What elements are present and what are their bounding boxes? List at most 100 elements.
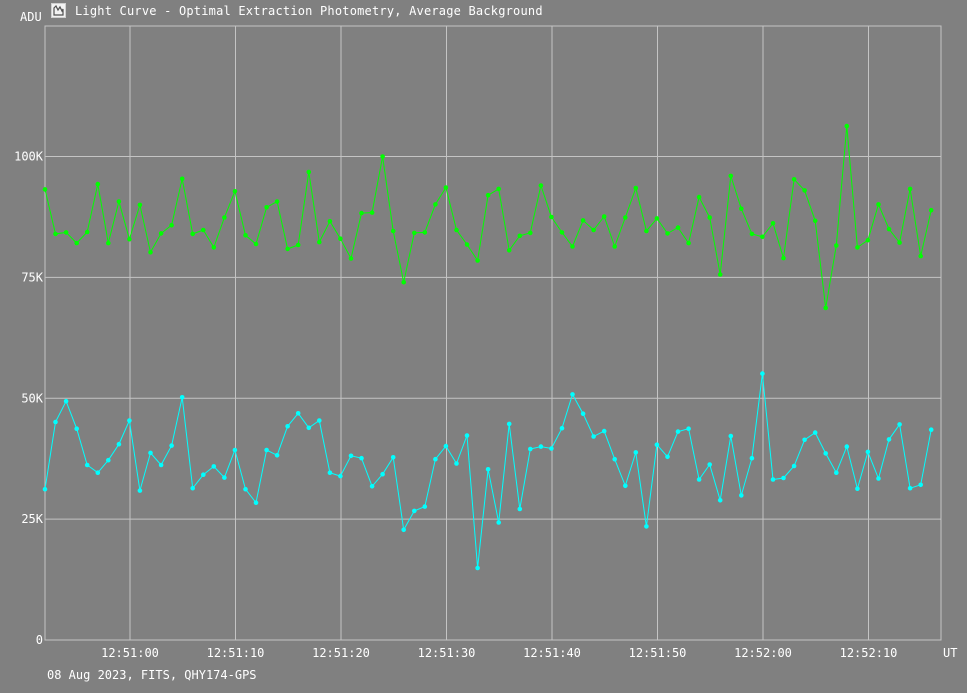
data-point — [760, 234, 765, 240]
data-point — [412, 230, 417, 236]
data-point — [443, 185, 449, 190]
data-point — [834, 470, 839, 476]
data-point — [74, 240, 79, 246]
data-point — [390, 455, 396, 460]
title-bar: Light Curve - Optimal Extraction Photome… — [0, 0, 967, 24]
data-point — [728, 433, 734, 439]
light-curve-app-icon[interactable] — [51, 3, 66, 18]
data-point — [844, 444, 850, 449]
data-point — [559, 230, 565, 235]
data-point — [369, 210, 375, 215]
data-point — [127, 236, 132, 242]
data-point — [190, 231, 195, 237]
data-point — [158, 462, 164, 468]
x-axis-label: UT — [943, 646, 957, 660]
data-point — [844, 123, 850, 129]
data-point — [549, 446, 554, 451]
data-point — [148, 250, 153, 255]
data-point — [907, 186, 913, 192]
data-point — [865, 449, 871, 455]
data-point — [179, 176, 185, 182]
data-point — [116, 199, 122, 204]
footer-caption: 08 Aug 2023, FITS, QHY174-GPS — [47, 668, 257, 682]
data-point — [728, 173, 734, 179]
data-point — [791, 463, 797, 469]
data-point — [528, 230, 533, 236]
data-point — [327, 470, 333, 476]
data-point — [506, 421, 512, 427]
data-point — [528, 446, 533, 452]
data-point — [633, 450, 639, 455]
data-point — [401, 279, 407, 285]
series-line-1 — [44, 126, 932, 308]
data-point — [696, 477, 702, 482]
data-point — [338, 236, 343, 241]
data-point — [538, 183, 544, 188]
data-point — [42, 486, 48, 492]
data-point — [338, 473, 343, 479]
data-point — [433, 202, 438, 207]
y-tick-label: 25K — [21, 512, 43, 526]
data-point — [348, 453, 354, 459]
data-point — [749, 455, 755, 461]
data-point — [433, 456, 438, 462]
data-point — [886, 226, 892, 232]
x-tick-label: 12:52:00 — [734, 646, 792, 660]
data-point — [84, 229, 90, 235]
data-point — [876, 202, 881, 207]
data-point — [612, 456, 617, 462]
data-point — [454, 461, 459, 466]
y-tick-label: 50K — [21, 391, 43, 405]
data-point — [686, 426, 691, 432]
x-tick-label: 12:51:10 — [207, 646, 265, 660]
data-point — [295, 411, 301, 416]
data-point — [211, 245, 217, 250]
data-point — [496, 520, 502, 525]
data-point — [665, 231, 670, 236]
data-point — [928, 427, 934, 433]
data-point — [696, 194, 702, 200]
data-point — [475, 565, 480, 571]
data-point — [570, 392, 575, 397]
data-point — [380, 154, 385, 159]
data-point — [781, 255, 786, 261]
series-layer — [42, 123, 934, 571]
data-point — [169, 222, 174, 228]
data-point — [717, 498, 723, 503]
window-title: Light Curve - Optimal Extraction Photome… — [75, 4, 543, 18]
data-point — [644, 524, 649, 529]
data-point — [148, 450, 153, 456]
data-point — [422, 230, 428, 235]
data-point — [855, 486, 860, 492]
data-point — [886, 437, 892, 442]
data-point — [897, 422, 902, 427]
data-point — [169, 443, 174, 448]
data-point — [243, 486, 248, 492]
data-point — [84, 462, 90, 468]
data-point — [380, 471, 385, 477]
data-point — [823, 305, 828, 311]
data-point — [106, 457, 111, 463]
data-point — [739, 206, 744, 211]
y-tick-label: 0 — [36, 633, 43, 647]
data-point — [485, 192, 491, 198]
data-point — [201, 227, 206, 233]
data-point — [253, 241, 259, 247]
y-tick-label: 75K — [21, 270, 43, 284]
data-point — [865, 237, 871, 243]
data-point — [601, 428, 607, 434]
data-point — [137, 488, 143, 493]
data-point — [179, 395, 185, 400]
data-point — [274, 453, 280, 458]
x-tick-label: 12:51:00 — [101, 646, 159, 660]
data-point — [369, 484, 375, 489]
data-point — [623, 483, 628, 489]
data-point — [317, 418, 322, 423]
data-point — [665, 454, 670, 460]
data-point — [739, 493, 744, 498]
y-tick-label: 100K — [14, 150, 44, 164]
data-point — [496, 186, 502, 192]
data-point — [686, 240, 691, 246]
data-point — [42, 187, 48, 192]
